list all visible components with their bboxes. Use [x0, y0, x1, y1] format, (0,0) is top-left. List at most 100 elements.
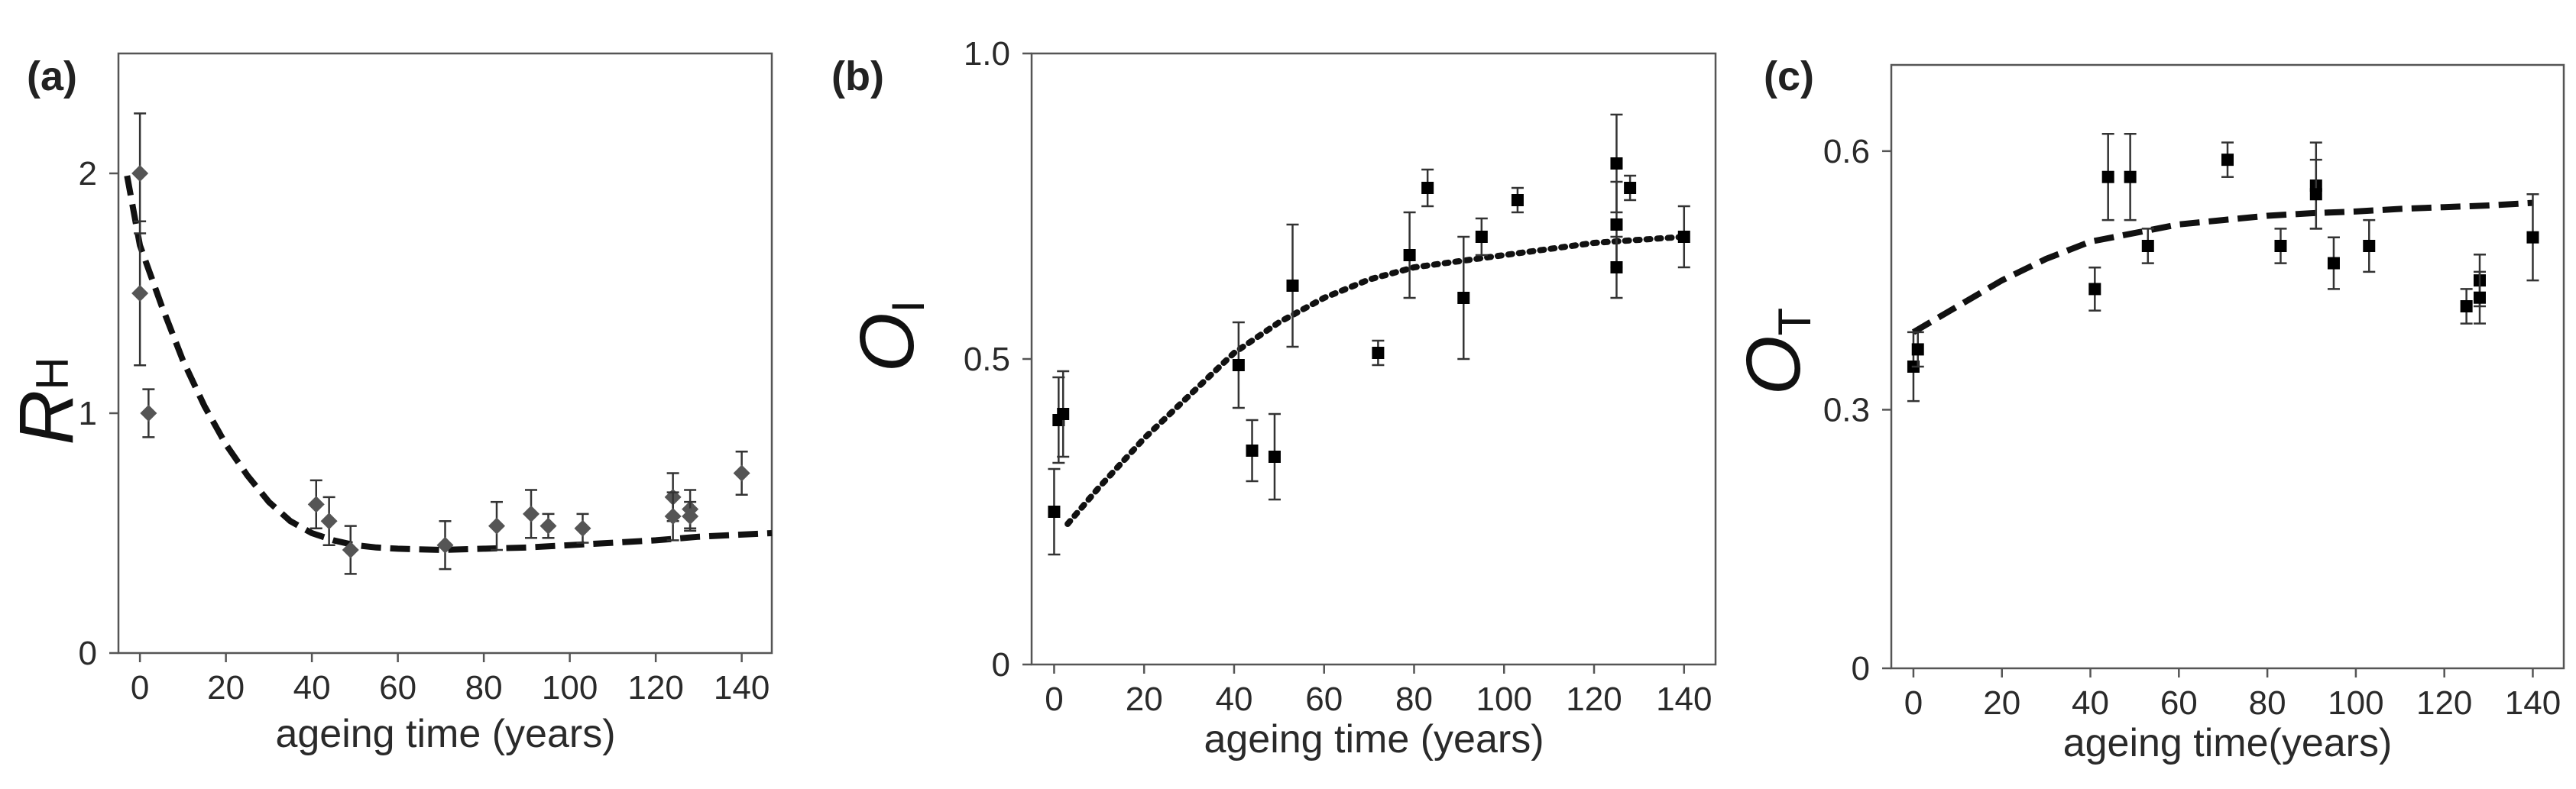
- x-axis-label-c: ageing time(years): [2063, 721, 2393, 765]
- y-tick-label: 2: [79, 155, 97, 192]
- x-tick-label: 0: [131, 669, 149, 707]
- ticks-a: 0 20 40 60 80 100 120 140 0 1 2: [79, 155, 770, 707]
- data-point: [307, 496, 325, 513]
- data-point: [540, 517, 557, 535]
- y-tick-label: 0.6: [1823, 133, 1870, 170]
- y-axis-label-a: RH: [4, 357, 89, 445]
- data-point: [1372, 347, 1385, 359]
- data-point: [2124, 170, 2137, 183]
- data-point: [320, 513, 338, 530]
- data-point: [2526, 231, 2539, 244]
- data-point: [1246, 445, 1259, 457]
- y-tick-label: 1.0: [964, 35, 1010, 73]
- x-tick-label: 40: [293, 669, 331, 707]
- x-tick-label: 120: [1566, 681, 1622, 718]
- data-point: [1624, 182, 1637, 194]
- data-point: [574, 519, 591, 537]
- y-tick-label: 0.5: [964, 341, 1010, 378]
- data-point: [2274, 240, 2287, 252]
- data-point: [2101, 170, 2114, 183]
- x-tick-label: 120: [627, 669, 683, 707]
- marks-c: [1907, 133, 2539, 403]
- x-tick-label: 20: [1126, 681, 1163, 718]
- data-point: [1286, 280, 1299, 292]
- x-tick-label: 80: [465, 669, 503, 707]
- data-point: [1232, 359, 1245, 371]
- x-tick-label: 80: [1395, 681, 1433, 718]
- data-point: [1403, 249, 1416, 261]
- x-tick-label: 80: [2249, 684, 2286, 722]
- panel-a: (a) RH ageing time (years) 0 20 40 60 80 100 1…: [4, 52, 773, 756]
- panel-label-a: (a): [27, 53, 77, 99]
- fit-curve: [1911, 199, 2533, 335]
- data-point: [682, 508, 699, 525]
- x-tick-label: 140: [2505, 684, 2561, 722]
- data-point: [2309, 188, 2322, 201]
- x-tick-label: 140: [714, 669, 770, 707]
- data-point: [131, 165, 149, 182]
- x-tick-label: 40: [2072, 684, 2109, 722]
- data-point: [733, 464, 750, 482]
- data-point: [1268, 451, 1281, 463]
- x-tick-label: 20: [207, 669, 245, 707]
- data-point: [488, 517, 505, 535]
- x-tick-label: 140: [1656, 681, 1712, 718]
- y-axis-label-c: OT: [1731, 308, 1820, 395]
- data-point: [1457, 292, 1470, 304]
- data-point: [1610, 218, 1623, 231]
- data-point: [2141, 240, 2154, 252]
- data-point: [2221, 154, 2234, 167]
- data-point: [2474, 291, 2486, 304]
- ticks-c: 0 20 40 60 80 100 120 140 0 0.3 0.6: [1823, 133, 2561, 722]
- marks-b: [1048, 113, 1690, 556]
- panel-c: (c) OT ageing time(years) 0 20 40 60 80 100 12…: [1731, 53, 2565, 765]
- x-tick-label: 100: [542, 669, 598, 707]
- panel-b: (b) OI ageing time (years) 0 20 40 60 80 100 1…: [831, 35, 1717, 762]
- fit-curve: [1064, 234, 1687, 527]
- x-axis-label-b: ageing time (years): [1204, 717, 1544, 762]
- y-tick-label: 0: [79, 635, 97, 672]
- data-point: [664, 508, 682, 525]
- x-tick-label: 60: [2160, 684, 2198, 722]
- x-tick-label: 0: [1904, 684, 1923, 722]
- data-point: [436, 536, 454, 554]
- x-tick-label: 20: [1983, 684, 2020, 722]
- data-point: [2088, 283, 2101, 296]
- data-point: [523, 505, 540, 522]
- fit-curve: [124, 175, 773, 554]
- x-tick-label: 60: [1305, 681, 1343, 718]
- y-tick-label: 0: [1852, 650, 1870, 687]
- data-point: [140, 405, 157, 422]
- data-point: [1511, 194, 1524, 206]
- data-point: [131, 285, 149, 302]
- data-point: [1421, 182, 1434, 194]
- marks-a: [124, 112, 773, 575]
- x-tick-label: 100: [1476, 681, 1532, 718]
- data-point: [2460, 300, 2473, 312]
- data-point: [1677, 231, 1690, 243]
- data-point: [1911, 343, 1924, 356]
- data-point: [1610, 261, 1623, 273]
- plot-frame-c: [1890, 63, 2565, 670]
- y-tick-label: 0: [992, 646, 1010, 684]
- x-tick-label: 100: [2328, 684, 2383, 722]
- data-point: [2363, 240, 2376, 252]
- data-point: [2327, 257, 2340, 270]
- x-tick-label: 0: [1045, 681, 1063, 718]
- y-axis-label-b: OI: [844, 300, 934, 372]
- data-point: [342, 541, 359, 558]
- y-tick-label: 1: [79, 395, 97, 432]
- data-point: [1057, 408, 1070, 420]
- x-tick-label: 120: [2416, 684, 2472, 722]
- data-point: [1048, 506, 1061, 518]
- x-tick-label: 60: [379, 669, 416, 707]
- x-tick-label: 40: [1215, 681, 1252, 718]
- y-tick-label: 0.3: [1823, 391, 1870, 428]
- plot-frame-a: [117, 52, 773, 655]
- panel-label-b: (b): [831, 53, 884, 99]
- panel-label-c: (c): [1764, 53, 1814, 99]
- data-point: [1610, 157, 1623, 170]
- ticks-b: 0 20 40 60 80 100 120 140 0 0.5 1.0: [964, 35, 1712, 718]
- data-point: [1475, 231, 1488, 243]
